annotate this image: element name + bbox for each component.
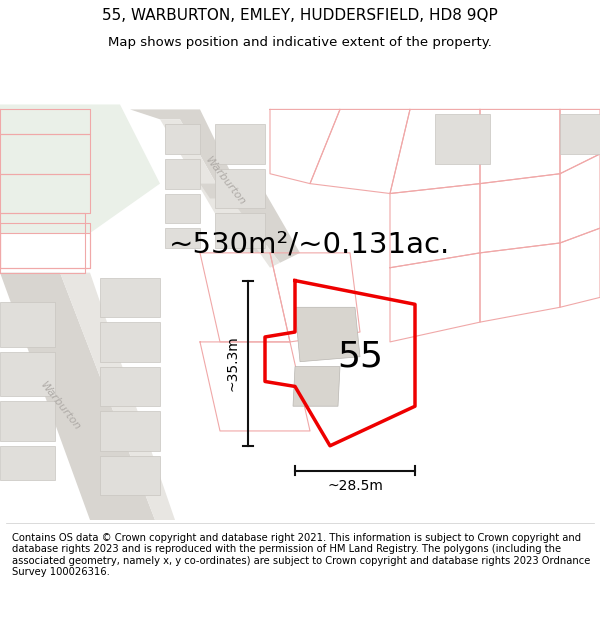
Polygon shape	[165, 194, 200, 223]
Text: ~35.3m: ~35.3m	[225, 335, 239, 391]
Polygon shape	[0, 401, 55, 441]
Polygon shape	[100, 411, 160, 451]
Polygon shape	[165, 228, 200, 248]
Polygon shape	[100, 367, 160, 406]
Polygon shape	[0, 302, 55, 347]
Polygon shape	[215, 213, 265, 248]
Text: Warburton: Warburton	[38, 380, 82, 432]
Polygon shape	[100, 278, 160, 317]
Polygon shape	[130, 109, 270, 253]
Text: 55, WARBURTON, EMLEY, HUDDERSFIELD, HD8 9QP: 55, WARBURTON, EMLEY, HUDDERSFIELD, HD8 …	[102, 8, 498, 23]
Polygon shape	[165, 124, 200, 154]
Polygon shape	[100, 322, 160, 362]
Text: Map shows position and indicative extent of the property.: Map shows position and indicative extent…	[108, 36, 492, 49]
Polygon shape	[60, 272, 175, 520]
Polygon shape	[293, 367, 340, 406]
Polygon shape	[0, 104, 160, 233]
Text: Warburton: Warburton	[203, 156, 247, 208]
Polygon shape	[215, 124, 265, 164]
Polygon shape	[0, 352, 55, 396]
Polygon shape	[200, 184, 300, 262]
Polygon shape	[225, 199, 280, 268]
Polygon shape	[0, 446, 55, 481]
Polygon shape	[295, 308, 360, 362]
Polygon shape	[435, 114, 490, 164]
Polygon shape	[160, 119, 255, 253]
Polygon shape	[215, 169, 265, 208]
Polygon shape	[560, 114, 600, 154]
Text: ~28.5m: ~28.5m	[327, 479, 383, 493]
Text: 55: 55	[337, 340, 383, 374]
Polygon shape	[0, 272, 155, 520]
Polygon shape	[165, 159, 200, 189]
Polygon shape	[100, 456, 160, 495]
Text: ~530m²/~0.131ac.: ~530m²/~0.131ac.	[169, 231, 451, 259]
Text: Contains OS data © Crown copyright and database right 2021. This information is : Contains OS data © Crown copyright and d…	[12, 532, 590, 578]
